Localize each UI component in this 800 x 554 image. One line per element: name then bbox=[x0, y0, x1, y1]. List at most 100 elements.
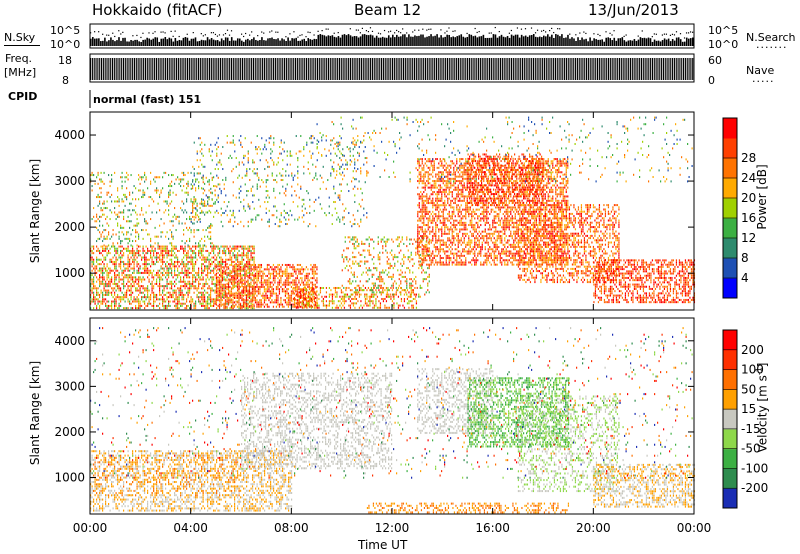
power-cell bbox=[366, 239, 367, 241]
power-cell bbox=[171, 233, 172, 235]
power-cell bbox=[222, 261, 223, 263]
power-cell bbox=[192, 210, 193, 212]
power-cell bbox=[182, 296, 183, 298]
power-cell bbox=[168, 214, 169, 216]
power-cell bbox=[141, 207, 142, 209]
power-cell bbox=[238, 264, 239, 266]
power-cell bbox=[242, 248, 243, 250]
power-cell bbox=[413, 298, 414, 300]
power-cell bbox=[107, 274, 108, 276]
freq-bar bbox=[520, 58, 521, 80]
power-cell bbox=[257, 188, 258, 190]
nsky-dot bbox=[187, 34, 188, 35]
power-cell bbox=[144, 194, 145, 196]
power-cell bbox=[250, 264, 251, 266]
power-cell bbox=[258, 275, 259, 277]
power-cell bbox=[122, 261, 123, 263]
power-cell bbox=[264, 301, 265, 303]
power-cell bbox=[210, 252, 211, 254]
nsky-bar bbox=[638, 40, 640, 46]
power-cell bbox=[246, 288, 247, 290]
power-cell bbox=[267, 221, 268, 223]
power-cell bbox=[104, 285, 105, 287]
power-cell bbox=[258, 306, 259, 308]
power-cell bbox=[248, 246, 249, 248]
power-cell bbox=[348, 236, 349, 238]
power-cell bbox=[177, 263, 178, 265]
power-cell bbox=[346, 258, 347, 260]
nsky-dot bbox=[307, 32, 308, 33]
power-cell bbox=[216, 153, 217, 155]
power-cell bbox=[354, 161, 355, 163]
power-cell bbox=[198, 268, 199, 270]
power-cell bbox=[173, 225, 174, 227]
nsky-bar bbox=[670, 41, 672, 46]
power-cell bbox=[228, 282, 229, 284]
power-cell bbox=[95, 220, 96, 222]
power-cell bbox=[200, 150, 201, 152]
power-cell bbox=[167, 200, 168, 202]
power-cell bbox=[135, 305, 136, 307]
power-cell bbox=[191, 198, 192, 200]
power-cell bbox=[306, 266, 307, 268]
power-cell bbox=[137, 214, 138, 216]
nsky-dot bbox=[271, 30, 272, 31]
power-cell bbox=[381, 298, 382, 300]
power-cell bbox=[298, 288, 299, 290]
power-cell bbox=[288, 297, 289, 299]
nsky-bar bbox=[605, 38, 607, 46]
power-cell bbox=[147, 287, 148, 289]
power-cell bbox=[283, 284, 284, 286]
power-cell bbox=[250, 277, 251, 279]
power-cell bbox=[180, 279, 181, 281]
power-cell bbox=[217, 297, 218, 299]
freq-bar bbox=[308, 58, 309, 80]
freq-bar bbox=[599, 58, 600, 80]
power-cell bbox=[93, 287, 94, 289]
power-cell bbox=[93, 263, 94, 265]
power-cell bbox=[173, 265, 174, 267]
power-cell bbox=[104, 238, 105, 240]
power-cell bbox=[257, 135, 258, 137]
power-cell bbox=[226, 288, 227, 290]
power-cell bbox=[354, 291, 355, 293]
power-cell bbox=[108, 233, 109, 235]
power-cell bbox=[267, 175, 268, 177]
nsky-bar bbox=[660, 41, 662, 46]
power-cell bbox=[344, 216, 345, 218]
freq-bar bbox=[388, 58, 389, 80]
power-cell bbox=[301, 277, 302, 279]
power-cell bbox=[101, 252, 102, 254]
nsky-bar bbox=[603, 42, 605, 46]
power-cell bbox=[117, 270, 118, 272]
power-cell bbox=[259, 273, 260, 275]
power-cell bbox=[198, 216, 199, 218]
power-cell bbox=[295, 277, 296, 279]
power-cell bbox=[246, 290, 247, 292]
power-cell bbox=[215, 283, 216, 285]
power-cell bbox=[180, 294, 181, 296]
power-cell bbox=[249, 271, 250, 273]
power-cell bbox=[168, 174, 169, 176]
power-cell bbox=[170, 294, 171, 296]
power-cell bbox=[123, 287, 124, 289]
freq-bar bbox=[286, 58, 287, 80]
power-cell bbox=[143, 196, 144, 198]
power-cell bbox=[246, 273, 247, 275]
power-cell bbox=[306, 305, 307, 307]
power-cell bbox=[146, 272, 147, 274]
power-cell bbox=[237, 290, 238, 292]
nsky-bar bbox=[475, 36, 477, 46]
power-cell bbox=[353, 188, 354, 190]
power-cell bbox=[353, 155, 354, 157]
power-cell bbox=[179, 250, 180, 252]
power-cell bbox=[299, 197, 300, 199]
nsky-bar bbox=[330, 36, 332, 46]
power-cell bbox=[207, 296, 208, 298]
power-cell bbox=[171, 200, 172, 202]
power-cell bbox=[299, 296, 300, 298]
power-cell bbox=[122, 172, 123, 174]
power-cell bbox=[210, 294, 211, 296]
power-cell bbox=[223, 266, 224, 268]
power-cell bbox=[258, 286, 259, 288]
